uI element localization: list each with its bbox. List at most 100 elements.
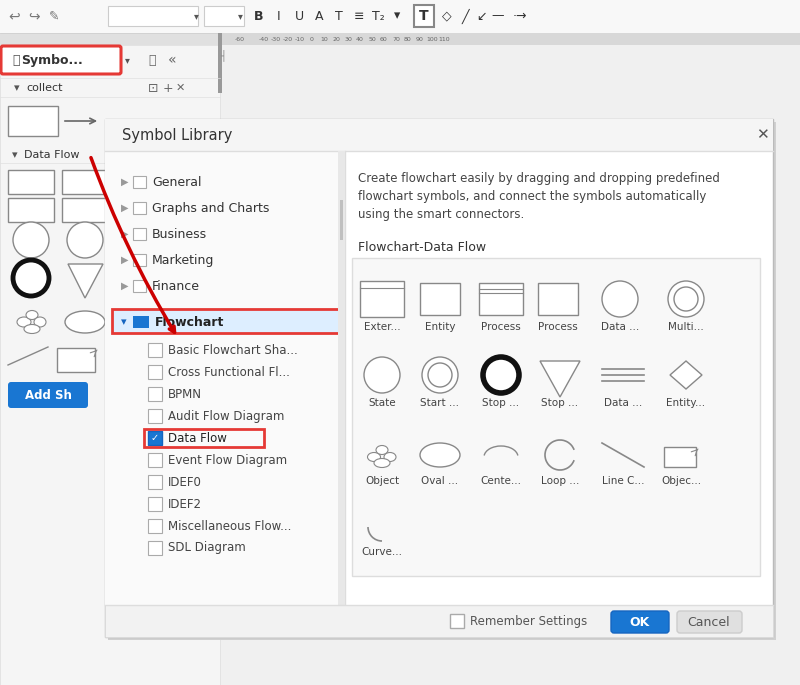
Text: ┤: ┤ xyxy=(220,49,226,61)
Bar xyxy=(148,365,162,379)
Bar xyxy=(133,280,146,292)
Text: -30: -30 xyxy=(271,36,281,42)
Polygon shape xyxy=(670,361,702,389)
Circle shape xyxy=(668,281,704,317)
Text: Curve...: Curve... xyxy=(362,547,402,557)
Text: State: State xyxy=(368,398,396,408)
Bar xyxy=(338,151,345,605)
Circle shape xyxy=(13,222,49,258)
Text: ✓: ✓ xyxy=(151,433,159,443)
Bar xyxy=(133,228,146,240)
Text: ▶: ▶ xyxy=(121,177,129,187)
Text: Object: Object xyxy=(365,476,399,486)
Text: ↙: ↙ xyxy=(477,10,487,23)
Bar xyxy=(148,519,162,533)
Polygon shape xyxy=(540,361,580,397)
Text: ▾: ▾ xyxy=(12,150,18,160)
Bar xyxy=(204,6,244,26)
Ellipse shape xyxy=(26,310,38,319)
Text: ↩: ↩ xyxy=(8,9,20,23)
Bar xyxy=(148,453,162,467)
Text: ≡: ≡ xyxy=(354,10,364,23)
Bar xyxy=(105,119,773,151)
Text: 10: 10 xyxy=(320,36,328,42)
Text: Cross Functional Fl...: Cross Functional Fl... xyxy=(168,366,290,379)
Bar xyxy=(8,170,54,194)
Bar xyxy=(133,202,146,214)
Bar xyxy=(420,283,460,315)
Text: ↪: ↪ xyxy=(28,9,40,23)
Bar xyxy=(148,431,162,445)
Circle shape xyxy=(67,222,103,258)
Text: 70: 70 xyxy=(392,36,400,42)
Circle shape xyxy=(674,287,698,311)
Text: ▶: ▶ xyxy=(121,203,129,213)
Bar xyxy=(0,33,800,45)
Text: ✎: ✎ xyxy=(49,10,59,23)
Bar xyxy=(538,283,578,315)
Text: Miscellaneous Flow...: Miscellaneous Flow... xyxy=(168,519,291,532)
Text: Finance: Finance xyxy=(152,279,200,292)
Text: ▾: ▾ xyxy=(238,11,243,21)
Ellipse shape xyxy=(420,443,460,467)
FancyBboxPatch shape xyxy=(8,382,88,408)
Text: Cancel: Cancel xyxy=(688,616,730,629)
Text: T: T xyxy=(335,10,343,23)
Text: ▾: ▾ xyxy=(14,83,20,93)
Bar xyxy=(133,254,146,266)
Text: Add Sh: Add Sh xyxy=(25,388,71,401)
Text: -60: -60 xyxy=(235,36,245,42)
Bar xyxy=(352,258,760,576)
Bar xyxy=(105,151,345,605)
Ellipse shape xyxy=(367,453,381,462)
Text: Create flowchart easily by dragging and dropping predefined: Create flowchart easily by dragging and … xyxy=(358,171,720,184)
Bar xyxy=(148,387,162,401)
Text: Entity: Entity xyxy=(425,322,455,332)
Ellipse shape xyxy=(374,458,390,467)
Text: General: General xyxy=(152,175,202,188)
Bar xyxy=(105,119,773,637)
Text: Graphs and Charts: Graphs and Charts xyxy=(152,201,270,214)
Text: Process: Process xyxy=(481,322,521,332)
Text: 50: 50 xyxy=(368,36,376,42)
Polygon shape xyxy=(68,264,103,298)
Text: Stop ...: Stop ... xyxy=(482,398,519,408)
Text: U: U xyxy=(294,10,303,23)
Ellipse shape xyxy=(65,311,105,333)
Text: 80: 80 xyxy=(404,36,412,42)
Text: Data Flow: Data Flow xyxy=(168,432,227,445)
Text: ✕: ✕ xyxy=(176,83,186,93)
Text: Symbol Library: Symbol Library xyxy=(122,127,232,142)
Text: Stop ...: Stop ... xyxy=(542,398,578,408)
Bar xyxy=(148,475,162,489)
Bar xyxy=(133,316,149,328)
Bar xyxy=(105,605,773,637)
Text: T₂: T₂ xyxy=(372,10,384,23)
FancyBboxPatch shape xyxy=(1,46,121,74)
Ellipse shape xyxy=(17,317,31,327)
Bar xyxy=(0,45,220,685)
Text: Entity...: Entity... xyxy=(666,398,706,408)
Bar xyxy=(62,198,108,222)
FancyBboxPatch shape xyxy=(677,611,742,633)
Text: Flowchart-Data Flow: Flowchart-Data Flow xyxy=(358,240,486,253)
Text: +: + xyxy=(163,82,174,95)
Circle shape xyxy=(428,363,452,387)
Text: —: — xyxy=(492,10,504,23)
Text: Marketing: Marketing xyxy=(152,253,214,266)
Text: Cente...: Cente... xyxy=(481,476,522,486)
Bar xyxy=(144,429,264,447)
Text: Data ...: Data ... xyxy=(604,398,642,408)
Bar xyxy=(133,176,146,188)
Text: Multi...: Multi... xyxy=(668,322,704,332)
Ellipse shape xyxy=(376,445,388,455)
Bar xyxy=(112,309,340,333)
Circle shape xyxy=(602,281,638,317)
Text: ╱: ╱ xyxy=(462,8,469,23)
Text: Basic Flowchart Sha...: Basic Flowchart Sha... xyxy=(168,343,298,356)
Text: Line C...: Line C... xyxy=(602,476,644,486)
Text: Loop ...: Loop ... xyxy=(541,476,579,486)
Text: Symbo...: Symbo... xyxy=(21,53,83,66)
Text: SDL Diagram: SDL Diagram xyxy=(168,542,246,554)
Circle shape xyxy=(422,357,458,393)
